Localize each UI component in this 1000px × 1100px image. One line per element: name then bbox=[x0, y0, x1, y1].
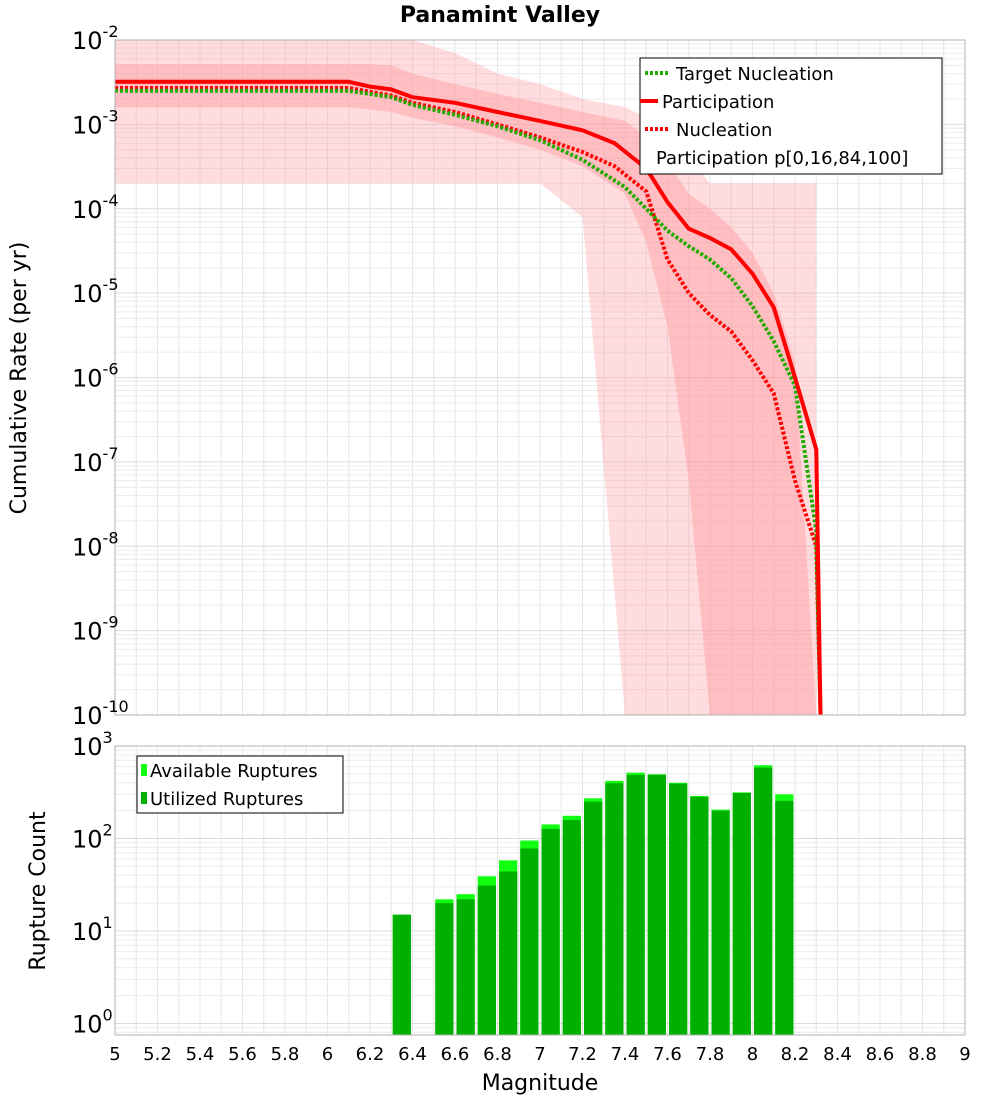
bar-utilized-ruptures bbox=[562, 820, 581, 1035]
count-y-tick-label: 103 bbox=[72, 728, 113, 761]
rate-plot-frame bbox=[114, 39, 966, 716]
rate-y-tick-label: 10-3 bbox=[72, 106, 119, 139]
bar-utilized-ruptures bbox=[690, 796, 709, 1035]
count-plot-x-ticks: 5 5.2 5.4 5.6 5.8 6 6.2 6.4 6.6 6.8 7 7.2 7.4 7.6 7.8 8… bbox=[109, 1044, 970, 1065]
bar-utilized-ruptures bbox=[477, 885, 496, 1035]
count-y-tick-label: 102 bbox=[72, 820, 113, 853]
legend-swatch-available-ruptures bbox=[141, 764, 147, 776]
rate-y-tick-label: 10-7 bbox=[72, 444, 119, 477]
legend-label-available-ruptures: Available Ruptures bbox=[150, 761, 318, 782]
legend-label-target-nucleation: Target Nucleation bbox=[675, 64, 834, 85]
rate-plot-lines bbox=[115, 79, 823, 716]
bar-utilized-ruptures bbox=[605, 783, 624, 1035]
series-nucleation-line bbox=[115, 86, 823, 716]
x-tick-label: 6.4 bbox=[398, 1044, 427, 1065]
participation-band-inner bbox=[115, 64, 817, 715]
x-tick-label: 8.8 bbox=[908, 1044, 937, 1065]
rate-y-tick-label: 10-10 bbox=[72, 697, 129, 730]
x-tick-label: 7.6 bbox=[653, 1044, 682, 1065]
x-tick-label: 6.8 bbox=[483, 1044, 512, 1065]
participation-band-outer bbox=[115, 40, 817, 715]
x-tick-label: 6.2 bbox=[356, 1044, 385, 1065]
x-tick-label: 5 bbox=[109, 1044, 120, 1065]
rate-plot-y-axis-label: Cumulative Rate (per yr) bbox=[7, 242, 32, 515]
bar-utilized-ruptures bbox=[775, 800, 794, 1035]
bar-utilized-ruptures bbox=[541, 828, 560, 1035]
x-tick-label: 8 bbox=[747, 1044, 758, 1065]
x-tick-label: 8.2 bbox=[781, 1044, 810, 1065]
x-tick-label: 6 bbox=[322, 1044, 333, 1065]
rate-plot-bands bbox=[115, 40, 817, 715]
bar-utilized-ruptures bbox=[435, 903, 454, 1035]
x-tick-label: 8.6 bbox=[866, 1044, 895, 1065]
series-participation-line bbox=[115, 79, 823, 716]
rate-y-tick-label: 10-8 bbox=[72, 528, 119, 561]
x-tick-label: 5.6 bbox=[228, 1044, 257, 1065]
bar-utilized-ruptures bbox=[392, 914, 411, 1035]
bar-utilized-ruptures bbox=[626, 774, 645, 1035]
legend-label-utilized-ruptures: Utilized Ruptures bbox=[150, 789, 303, 810]
legend-label-nucleation: Nucleation bbox=[676, 120, 772, 141]
bar-utilized-ruptures bbox=[754, 767, 773, 1035]
bar-utilized-ruptures bbox=[584, 801, 603, 1035]
bar-utilized-ruptures bbox=[732, 793, 751, 1035]
x-tick-label: 5.2 bbox=[143, 1044, 172, 1065]
rate-legend-box bbox=[639, 57, 943, 175]
count-plot-frame bbox=[114, 745, 966, 1036]
x-tick-label: 7 bbox=[534, 1044, 545, 1065]
x-tick-label: 7.4 bbox=[611, 1044, 640, 1065]
x-tick-label: 6.6 bbox=[441, 1044, 470, 1065]
bar-utilized-ruptures bbox=[711, 810, 730, 1035]
rate-y-tick-label: 10-4 bbox=[72, 191, 119, 224]
legend-label-participation: Participation bbox=[662, 92, 774, 113]
rate-plot-legend: Target Nucleation Participation Nucleati… bbox=[639, 57, 943, 175]
count-plot-legend: Available Ruptures Utilized Ruptures bbox=[136, 755, 344, 814]
bar-utilized-ruptures bbox=[499, 871, 518, 1035]
rate-y-tick-label: 10-5 bbox=[72, 275, 119, 308]
chart-title: Panamint Valley bbox=[400, 3, 600, 28]
x-tick-label: 5.4 bbox=[186, 1044, 215, 1065]
legend-swatch-utilized-ruptures bbox=[141, 792, 147, 804]
bar-utilized-ruptures bbox=[647, 774, 666, 1035]
count-plot-y-ticks: 103 102 101 100 bbox=[72, 728, 113, 1038]
rate-y-tick-label: 10-9 bbox=[72, 613, 119, 646]
rate-plot-y-ticks: 10-2 10-3 10-4 10-5 10-6 10-7 10-8 10-9 10-10 bbox=[72, 22, 129, 730]
count-y-tick-label: 101 bbox=[72, 913, 113, 946]
series-target-nucleation-line bbox=[115, 88, 823, 716]
count-plot-x-axis-label: Magnitude bbox=[482, 1071, 599, 1096]
x-tick-label: 7.8 bbox=[696, 1044, 725, 1065]
legend-label-participation-band: Participation p[0,16,84,100] bbox=[656, 148, 908, 169]
count-plot-y-axis-label: Rupture Count bbox=[26, 811, 51, 971]
rate-y-tick-label: 10-2 bbox=[72, 22, 119, 55]
rate-y-tick-label: 10-6 bbox=[72, 360, 119, 393]
x-tick-label: 9 bbox=[959, 1044, 970, 1065]
count-plot-grid bbox=[114, 746, 966, 1035]
count-y-tick-label: 100 bbox=[72, 1005, 113, 1038]
x-tick-label: 7.2 bbox=[568, 1044, 597, 1065]
x-tick-label: 5.8 bbox=[271, 1044, 300, 1065]
rate-plot-grid bbox=[114, 40, 966, 716]
count-legend-box bbox=[136, 755, 344, 814]
bar-utilized-ruptures bbox=[456, 899, 475, 1035]
count-plot-bars bbox=[392, 765, 794, 1035]
x-tick-label: 8.4 bbox=[823, 1044, 852, 1065]
bar-utilized-ruptures bbox=[520, 848, 539, 1035]
bar-utilized-ruptures bbox=[669, 783, 688, 1035]
